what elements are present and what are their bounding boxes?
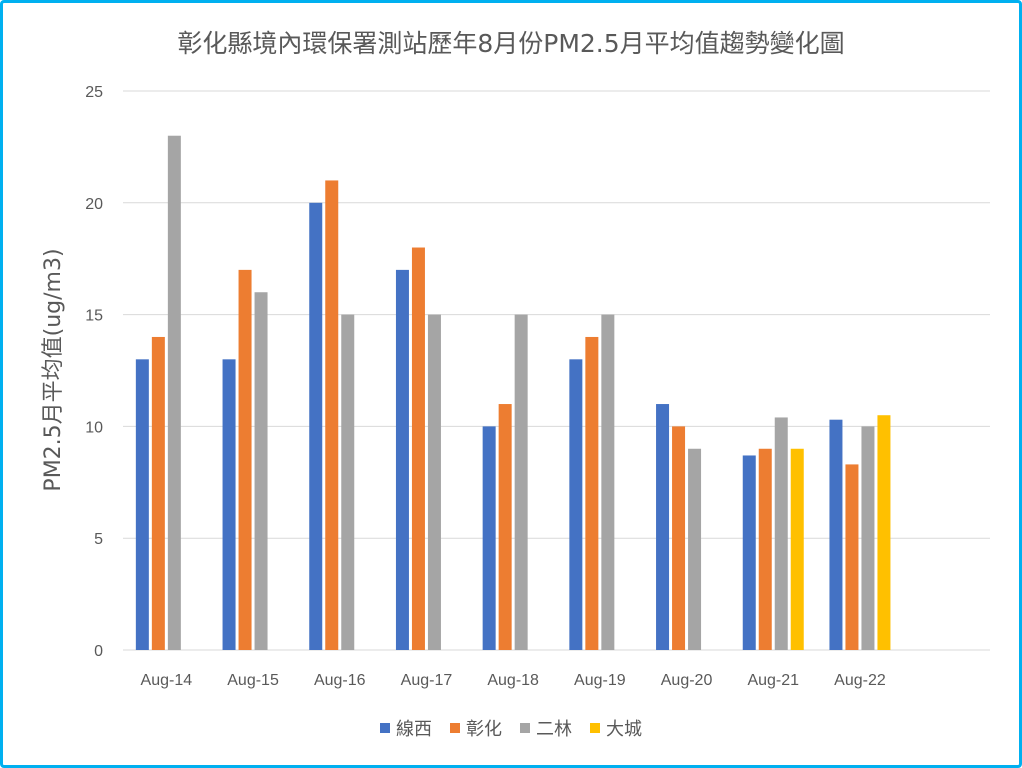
legend-swatch [380, 723, 390, 733]
x-tick-label: Aug-22 [834, 672, 886, 689]
legend-swatch [520, 723, 530, 733]
bar [569, 359, 583, 650]
bar [656, 404, 670, 650]
y-tick-label: 10 [85, 419, 103, 436]
x-tick-label: Aug-21 [747, 672, 799, 689]
legend-swatch [590, 723, 600, 733]
x-tick-label: Aug-15 [227, 672, 279, 689]
bar [758, 448, 772, 650]
bar [845, 464, 859, 650]
bar [742, 455, 756, 650]
bar [167, 135, 181, 651]
bar [151, 336, 165, 650]
bar [254, 292, 268, 650]
bar [482, 426, 496, 650]
bar [427, 314, 441, 650]
x-tick-label: Aug-19 [574, 672, 626, 689]
bar [688, 448, 702, 650]
legend-item: 大城 [590, 715, 642, 741]
bar [514, 314, 528, 650]
x-tick-label: Aug-20 [661, 672, 713, 689]
legend-item: 二林 [520, 715, 572, 741]
legend-swatch [450, 723, 460, 733]
chart-title: 彰化縣境內環保署測站歷年8月份PM2.5月平均值趨勢變化圖 [177, 29, 845, 58]
bar [222, 359, 236, 650]
bar [498, 404, 512, 650]
bar [672, 426, 686, 650]
bar [774, 417, 788, 650]
x-tick-label: Aug-18 [487, 672, 539, 689]
legend: 線西 彰化 二林 大城 [0, 715, 1022, 741]
legend-label: 二林 [536, 719, 572, 740]
bar [601, 314, 615, 650]
bar [790, 448, 804, 650]
bar [877, 415, 891, 650]
y-tick-label: 0 [94, 643, 103, 660]
y-axis-label: PM2.5月平均值(ug/m3) [41, 248, 66, 491]
bar [135, 359, 149, 650]
x-tick-label: Aug-14 [141, 672, 193, 689]
bar [411, 247, 425, 650]
y-tick-label: 25 [85, 84, 103, 101]
bar [395, 269, 409, 650]
legend-label: 彰化 [466, 719, 502, 740]
legend-item: 線西 [380, 715, 432, 741]
bar [861, 426, 875, 650]
bar [341, 314, 355, 650]
bar [238, 269, 252, 650]
bar [325, 180, 339, 650]
bar [309, 202, 323, 651]
x-tick-label: Aug-16 [314, 672, 366, 689]
bar [829, 419, 843, 650]
legend-item: 彰化 [450, 715, 502, 741]
legend-label: 大城 [606, 719, 642, 740]
x-tick-label: Aug-17 [401, 672, 453, 689]
bar [585, 336, 599, 650]
y-tick-label: 5 [94, 531, 103, 548]
y-tick-label: 20 [85, 196, 103, 213]
legend-label: 線西 [396, 719, 432, 740]
y-tick-label: 15 [85, 308, 103, 325]
